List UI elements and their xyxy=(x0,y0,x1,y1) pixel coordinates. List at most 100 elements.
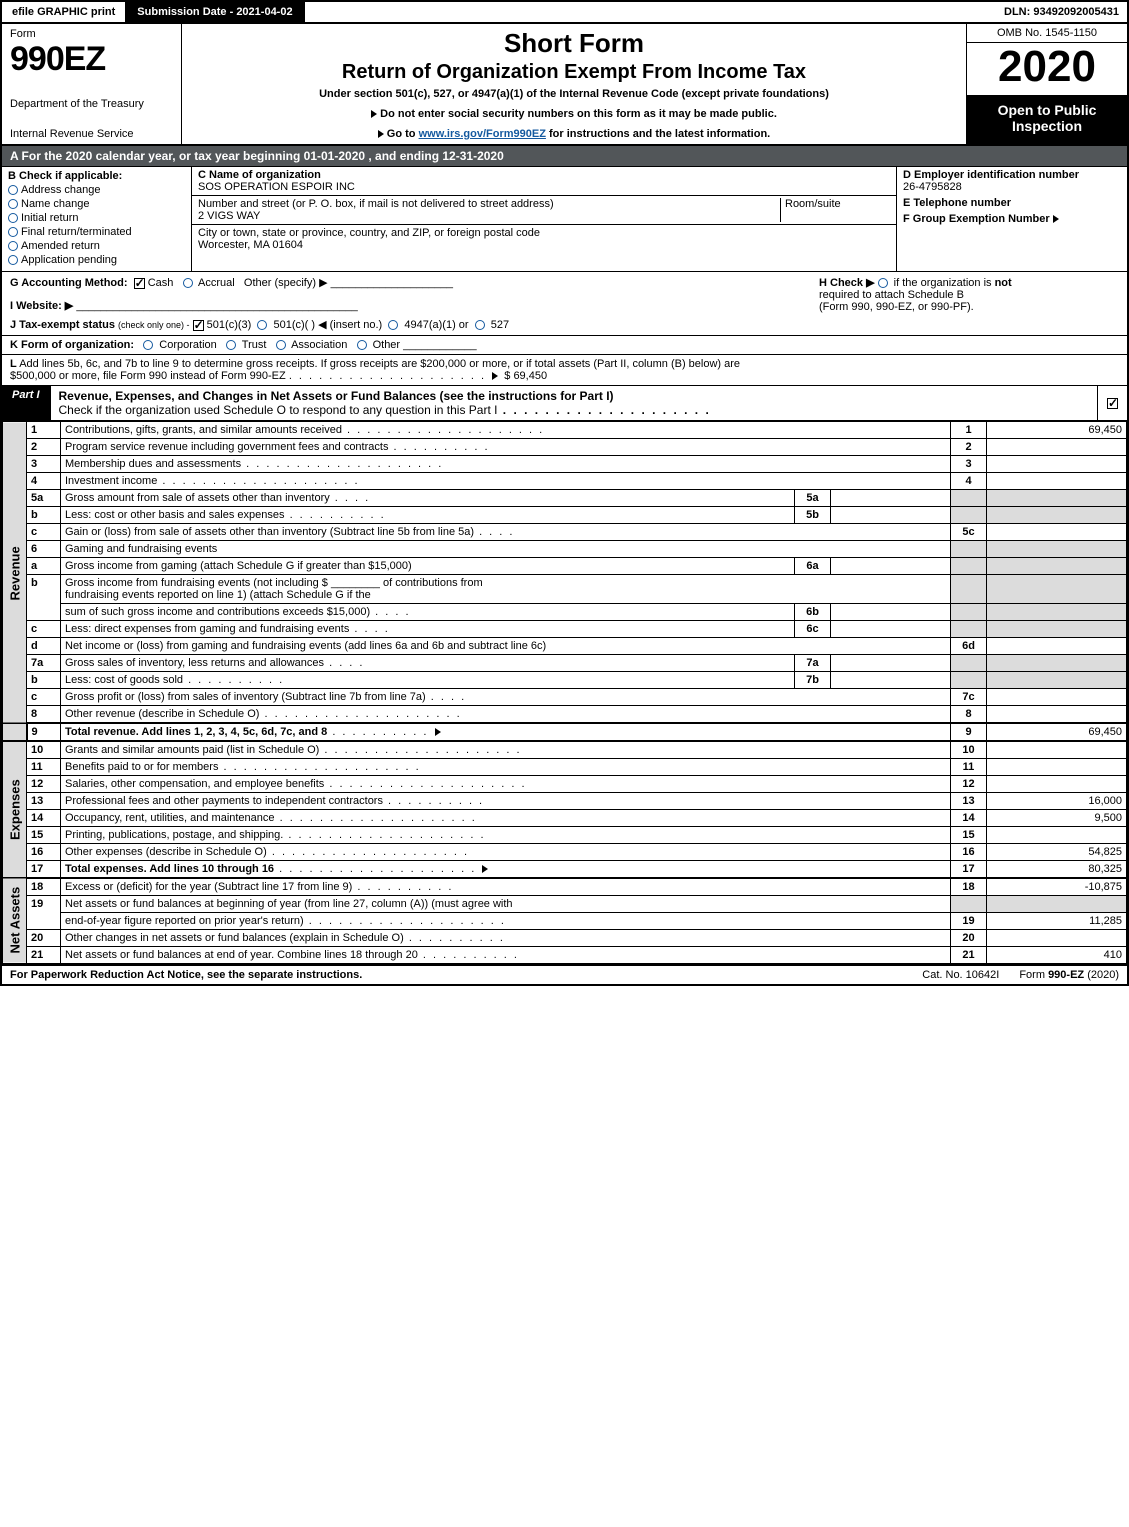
val-17: 80,325 xyxy=(987,861,1127,879)
chk-527[interactable] xyxy=(475,320,485,330)
line-14: 14 Occupancy, rent, utilities, and maint… xyxy=(3,810,1127,827)
addr-hint: Number and street (or P. O. box, if mail… xyxy=(198,198,554,210)
chk-501c[interactable] xyxy=(257,320,267,330)
chk-name-change[interactable]: Name change xyxy=(8,198,185,210)
part1-label: Part I xyxy=(2,386,51,420)
part1-header: Part I Revenue, Expenses, and Changes in… xyxy=(2,386,1127,421)
chk-cash[interactable] xyxy=(134,278,145,289)
line-6b: b Gross income from fundraising events (… xyxy=(3,575,1127,604)
line-5a: 5a Gross amount from sale of assets othe… xyxy=(3,490,1127,507)
arrow-icon xyxy=(482,865,488,873)
chk-h[interactable] xyxy=(878,278,888,288)
part1-title: Revenue, Expenses, and Changes in Net As… xyxy=(51,386,1097,420)
ghij-block: G Accounting Method: Cash Accrual Other … xyxy=(2,272,1127,336)
val-18: -10,875 xyxy=(987,878,1127,896)
line-6d: d Net income or (loss) from gaming and f… xyxy=(3,638,1127,655)
dept-treasury: Department of the Treasury xyxy=(10,98,173,110)
arrow-icon xyxy=(435,728,441,736)
dept-irs: Internal Revenue Service xyxy=(10,128,173,140)
line-21: 21 Net assets or fund balances at end of… xyxy=(3,947,1127,964)
goto-pre: Go to xyxy=(387,128,419,140)
form-ref: Form 990-EZ (2020) xyxy=(1019,969,1119,981)
org-city: Worcester, MA 01604 xyxy=(198,239,303,251)
topbar: efile GRAPHIC print Submission Date - 20… xyxy=(2,2,1127,24)
line-1: Revenue 1 Contributions, gifts, grants, … xyxy=(3,422,1127,439)
no-ssn-text: Do not enter social security numbers on … xyxy=(380,108,777,120)
line-16: 16 Other expenses (describe in Schedule … xyxy=(3,844,1127,861)
period-row: A For the 2020 calendar year, or tax yea… xyxy=(2,146,1127,167)
info-block: B Check if applicable: Address change Na… xyxy=(2,167,1127,272)
line-15: 15 Printing, publications, postage, and … xyxy=(3,827,1127,844)
chk-application-pending[interactable]: Application pending xyxy=(8,254,185,266)
dln: DLN: 93492092005431 xyxy=(996,2,1127,22)
line-7a: 7a Gross sales of inventory, less return… xyxy=(3,655,1127,672)
title-return-line: Return of Organization Exempt From Incom… xyxy=(190,61,958,84)
line-5c: c Gain or (loss) from sale of assets oth… xyxy=(3,524,1127,541)
room-suite-label: Room/suite xyxy=(780,198,890,222)
catalog-number: Cat. No. 10642I xyxy=(902,969,1019,981)
tax-year: 2020 xyxy=(967,43,1127,96)
section-def: D Employer identification number 26-4795… xyxy=(897,167,1127,271)
section-j: J Tax-exempt status (check only one) - 5… xyxy=(10,318,819,331)
chk-4947a1[interactable] xyxy=(388,320,398,330)
chk-accrual[interactable] xyxy=(183,278,193,288)
form-header: Form 990EZ Department of the Treasury In… xyxy=(2,24,1127,146)
d-label: D Employer identification number xyxy=(903,169,1121,181)
line-5b: b Less: cost or other basis and sales ex… xyxy=(3,507,1127,524)
lines-table: Revenue 1 Contributions, gifts, grants, … xyxy=(2,421,1127,964)
line-7b: b Less: cost of goods sold 7b xyxy=(3,672,1127,689)
line-19a: 19 Net assets or fund balances at beginn… xyxy=(3,896,1127,913)
chk-initial-return[interactable]: Initial return xyxy=(8,212,185,224)
side-net-assets: Net Assets xyxy=(3,878,27,964)
arrow-icon xyxy=(378,130,384,138)
org-address: 2 VIGS WAY xyxy=(198,210,260,222)
chk-corporation[interactable] xyxy=(143,340,153,350)
line-6: 6 Gaming and fundraising events xyxy=(3,541,1127,558)
e-label: E Telephone number xyxy=(903,197,1121,209)
chk-amended-return[interactable]: Amended return xyxy=(8,240,185,252)
line-18: Net Assets 18 Excess or (deficit) for th… xyxy=(3,878,1127,896)
page-footer: For Paperwork Reduction Act Notice, see … xyxy=(2,964,1127,984)
chk-final-return[interactable]: Final return/terminated xyxy=(8,226,185,238)
submission-date: Submission Date - 2021-04-02 xyxy=(127,2,304,22)
no-ssn-note: Do not enter social security numbers on … xyxy=(190,108,958,120)
irs-link[interactable]: www.irs.gov/Form990EZ xyxy=(419,128,546,140)
line-13: 13 Professional fees and other payments … xyxy=(3,793,1127,810)
val-21: 410 xyxy=(987,947,1127,964)
form-word: Form xyxy=(10,28,173,40)
val-16: 54,825 xyxy=(987,844,1127,861)
side-revenue: Revenue xyxy=(3,422,27,724)
side-expenses: Expenses xyxy=(3,741,27,878)
ein-value: 26-4795828 xyxy=(903,181,1121,193)
paperwork-notice: For Paperwork Reduction Act Notice, see … xyxy=(10,969,902,981)
header-right: OMB No. 1545-1150 2020 Open to Public In… xyxy=(967,24,1127,144)
under-section: Under section 501(c), 527, or 4947(a)(1)… xyxy=(190,88,958,100)
section-h: H Check ▶ if the organization is not req… xyxy=(819,276,1119,331)
section-l: L Add lines 5b, 6c, and 7b to line 9 to … xyxy=(2,355,1127,386)
line-7c: c Gross profit or (loss) from sales of i… xyxy=(3,689,1127,706)
form-code: 990EZ xyxy=(10,40,173,79)
section-i: I Website: ▶ ___________________________… xyxy=(10,299,819,312)
chk-501c3[interactable] xyxy=(193,320,204,331)
chk-address-change[interactable]: Address change xyxy=(8,184,185,196)
section-b-title: B Check if applicable: xyxy=(8,170,185,182)
chk-other[interactable] xyxy=(357,340,367,350)
c-label: C Name of organization xyxy=(198,169,321,181)
line-12: 12 Salaries, other compensation, and emp… xyxy=(3,776,1127,793)
line-19b: end-of-year figure reported on prior yea… xyxy=(3,913,1127,930)
city-hint: City or town, state or province, country… xyxy=(198,227,540,239)
goto-line: Go to www.irs.gov/Form990EZ for instruct… xyxy=(190,128,958,140)
line-9: 9 Total revenue. Add lines 1, 2, 3, 4, 5… xyxy=(3,723,1127,741)
section-b: B Check if applicable: Address change Na… xyxy=(2,167,192,271)
efile-print-button[interactable]: efile GRAPHIC print xyxy=(2,2,127,22)
line-17: 17 Total expenses. Add lines 10 through … xyxy=(3,861,1127,879)
line-20: 20 Other changes in net assets or fund b… xyxy=(3,930,1127,947)
chk-trust[interactable] xyxy=(226,340,236,350)
header-mid: Short Form Return of Organization Exempt… xyxy=(182,24,967,144)
val-13: 16,000 xyxy=(987,793,1127,810)
part1-schedule-o-check[interactable] xyxy=(1097,386,1127,420)
val-14: 9,500 xyxy=(987,810,1127,827)
arrow-icon xyxy=(1053,215,1059,223)
chk-association[interactable] xyxy=(276,340,286,350)
line-6b-2: sum of such gross income and contributio… xyxy=(3,604,1127,621)
